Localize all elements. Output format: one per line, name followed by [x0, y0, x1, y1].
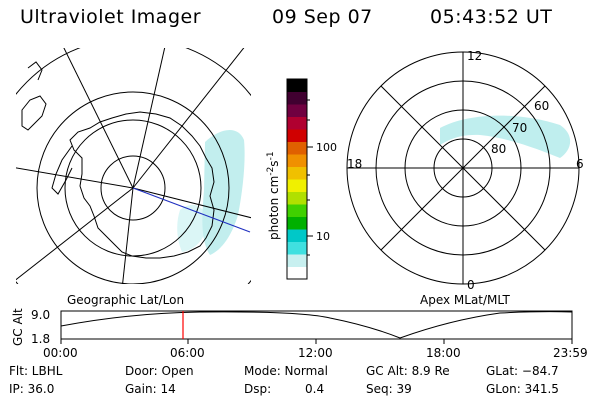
colorbar-tick-100: 100	[316, 141, 337, 154]
colorbar-segment	[287, 129, 307, 142]
date-label: 09 Sep 07	[272, 6, 373, 28]
dsp-value: 0.4	[305, 382, 325, 396]
colorbar-segment	[287, 141, 307, 155]
colorbar	[287, 79, 307, 280]
x-tick-1800: 18:00	[426, 346, 461, 360]
right-aurora	[440, 115, 571, 158]
instrument-title: Ultraviolet Imager	[20, 6, 202, 28]
ip-info: IP: 36.0	[9, 382, 55, 396]
left-aurora	[177, 130, 245, 255]
mlat-label-60: 60	[534, 99, 549, 113]
satellite-track	[132, 187, 251, 233]
mlt-label-18: 18	[347, 157, 362, 171]
colorbar-segment	[287, 154, 307, 167]
altitude-y-max: 9.0	[31, 308, 50, 322]
right-map-caption: Apex MLat/MLT	[420, 293, 510, 307]
filter-info: Flt: LBHL	[9, 364, 63, 378]
colorbar-segment	[287, 216, 307, 230]
colorbar-segment	[287, 241, 307, 255]
dsp-label: Dsp:	[244, 382, 272, 396]
colorbar-segment	[287, 266, 307, 280]
mlt-label-0: 0	[467, 278, 475, 292]
colorbar-tick-10: 10	[316, 230, 330, 243]
altitude-axis-label: GC Alt	[11, 308, 25, 346]
mode-info: Mode: Normal	[244, 364, 328, 378]
x-tick-0000: 00:00	[43, 346, 78, 360]
x-tick-0600: 06:00	[170, 346, 205, 360]
glat-info: GLat: −84.7	[486, 364, 559, 378]
altitude-plot	[60, 310, 573, 344]
colorbar-segment	[287, 166, 307, 180]
colorbar-segment	[287, 179, 307, 192]
colorbar-segment	[287, 104, 307, 117]
x-tick-1200: 12:00	[298, 346, 333, 360]
colorbar-frame	[286, 78, 313, 280]
altitude-y-min: 1.8	[31, 332, 50, 346]
mlat-label-80: 80	[491, 142, 506, 156]
colorbar-segment	[287, 229, 307, 242]
colorbar-segment	[287, 79, 307, 92]
gain-info: Gain: 14	[125, 382, 176, 396]
x-tick-2359: 23:59	[553, 346, 588, 360]
altitude-curve	[60, 311, 573, 339]
mlt-label-6: 6	[576, 157, 584, 171]
antarctica-coastline	[69, 111, 215, 259]
mlat-label-70: 70	[512, 121, 527, 135]
colorbar-segment	[287, 91, 307, 105]
glon-info: GLon: 341.5	[486, 382, 559, 396]
seq-info: Seq: 39	[366, 382, 412, 396]
magnetic-map	[346, 51, 580, 285]
gc-alt-info: GC Alt: 8.9 Re	[366, 364, 450, 378]
colorbar-segment	[287, 191, 307, 205]
left-map-caption: Geographic Lat/Lon	[67, 293, 184, 307]
door-info: Door: Open	[125, 364, 194, 378]
colorbar-segment	[287, 254, 307, 267]
colorbar-unit-label: photon cm-2s-1	[266, 151, 281, 240]
mlt-label-12: 12	[467, 49, 482, 63]
colorbar-segment	[287, 116, 307, 130]
colorbar-segment	[287, 204, 307, 217]
geographic-map	[16, 48, 251, 284]
time-label: 05:43:52 UT	[430, 6, 553, 28]
